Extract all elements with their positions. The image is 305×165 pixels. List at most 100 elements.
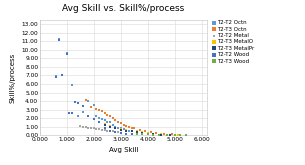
T2-T3 MetalO: [124, 128, 129, 131]
T2-T3 Octn: [153, 131, 158, 134]
T2-T3 Octn: [124, 125, 129, 127]
T2-T3 MetalO: [167, 133, 172, 136]
T2-T2 Octn: [94, 114, 99, 117]
T2-T3 MetalO: [118, 128, 123, 130]
T2-T3 Wood: [151, 133, 156, 136]
T2-T2 Octn: [102, 119, 107, 121]
T2-T3 MetalPr: [102, 124, 107, 126]
T2-T3 MetalO: [102, 123, 107, 126]
T2-T2 Wood: [54, 75, 59, 78]
T2-T2 Wood: [124, 133, 129, 135]
T2-T2 Wood: [81, 104, 85, 107]
T2-T2 Octn: [86, 100, 91, 102]
T2-T3 Octn: [143, 130, 148, 132]
T2-T2 Wood: [129, 133, 134, 136]
T2-T3 MetalPr: [151, 133, 156, 135]
T2-T2 Octn: [75, 114, 80, 117]
T2-T3 MetalO: [151, 132, 156, 135]
T2-T3 MetalPr: [167, 133, 172, 136]
T2-T2 Octn: [127, 129, 131, 132]
T2-T2 Octn: [99, 118, 104, 120]
T2-T3 Wood: [140, 133, 145, 136]
T2-T3 Octn: [162, 132, 167, 135]
T2-T2 Metal: [91, 127, 96, 130]
T2-T3 Wood: [178, 134, 183, 136]
T2-T2 Wood: [97, 121, 102, 123]
T2-T3 Octn: [148, 131, 153, 133]
T2-T2 Wood: [91, 118, 96, 121]
T2-T3 MetalPr: [135, 131, 139, 134]
T2-T2 Octn: [121, 128, 126, 131]
T2-T2 Metal: [94, 128, 99, 130]
T2-T2 Metal: [86, 126, 91, 129]
T2-T3 Wood: [156, 133, 161, 136]
T2-T2 Wood: [118, 132, 123, 134]
T2-T2 Wood: [75, 101, 80, 104]
T2-T2 Metal: [102, 129, 107, 132]
T2-T2 Wood: [64, 52, 69, 55]
T2-T3 MetalO: [108, 125, 113, 127]
T2-T2 Octn: [81, 111, 85, 114]
T2-T2 Octn: [64, 52, 69, 54]
T2-T2 Metal: [81, 125, 85, 128]
T2-T2 Metal: [105, 129, 110, 132]
T2-T2 Metal: [78, 125, 83, 127]
T2-T3 MetalPr: [108, 125, 113, 128]
T2-T3 Octn: [105, 114, 110, 116]
T2-T2 Wood: [86, 115, 91, 117]
T2-T3 Octn: [137, 129, 142, 132]
T2-T3 MetalPr: [140, 132, 145, 134]
T2-T3 Octn: [108, 115, 113, 118]
T2-T2 Wood: [102, 127, 107, 129]
X-axis label: Avg Skill: Avg Skill: [109, 147, 138, 153]
T2-T3 MetalO: [129, 129, 134, 132]
T2-T2 Octn: [70, 84, 74, 87]
T2-T3 MetalPr: [129, 130, 134, 133]
T2-T2 Metal: [113, 131, 118, 133]
T2-T3 Octn: [118, 122, 123, 125]
T2-T2 Wood: [70, 111, 74, 114]
T2-T2 Metal: [99, 128, 104, 131]
T2-T3 Octn: [83, 99, 88, 101]
T2-T3 Octn: [89, 106, 94, 108]
T2-T2 Octn: [108, 121, 113, 124]
T2-T3 MetalO: [113, 126, 118, 129]
T2-T3 MetalO: [135, 130, 139, 133]
T2-T3 MetalPr: [145, 132, 150, 135]
T2-T3 Octn: [116, 120, 120, 123]
T2-T3 MetalO: [140, 131, 145, 134]
T2-T2 Octn: [54, 75, 59, 78]
T2-T2 Metal: [89, 127, 94, 129]
T2-T3 Octn: [99, 110, 104, 113]
T2-T3 MetalO: [159, 133, 164, 136]
T2-T2 Metal: [118, 131, 123, 134]
T2-T3 Octn: [127, 125, 131, 128]
T2-T3 Wood: [173, 134, 178, 136]
T2-T2 Octn: [97, 117, 102, 119]
T2-T3 MetalPr: [159, 133, 164, 136]
T2-T3 MetalPr: [124, 129, 129, 132]
T2-T3 MetalO: [175, 134, 180, 136]
T2-T2 Wood: [72, 101, 77, 103]
T2-T2 Wood: [57, 39, 62, 42]
T2-T2 Octn: [118, 127, 123, 130]
T2-T3 Octn: [129, 126, 134, 129]
T2-T3 MetalO: [145, 132, 150, 134]
T2-T3 Octn: [110, 117, 115, 119]
T2-T3 MetalPr: [118, 128, 123, 131]
T2-T3 Octn: [102, 112, 107, 114]
T2-T2 Octn: [116, 126, 120, 129]
T2-T3 Octn: [170, 133, 175, 136]
Legend: T2-T2 Octn, T2-T3 Octn, T2-T2 Metal, T2-T3 MetalO, T2-T3 MetalPr, T2-T2 Wood, T2: T2-T2 Octn, T2-T3 Octn, T2-T2 Metal, T2-…: [212, 20, 254, 64]
T2-T2 Octn: [113, 125, 118, 128]
T2-T2 Metal: [97, 128, 102, 131]
T2-T2 Octn: [105, 120, 110, 123]
T2-T3 MetalPr: [113, 127, 118, 130]
T2-T2 Octn: [91, 104, 96, 107]
T2-T2 Wood: [113, 131, 118, 133]
T2-T2 Wood: [67, 111, 72, 114]
T2-T2 Wood: [59, 74, 64, 76]
T2-T3 Octn: [113, 119, 118, 121]
T2-T2 Metal: [116, 131, 120, 134]
T2-T2 Octn: [57, 38, 62, 41]
